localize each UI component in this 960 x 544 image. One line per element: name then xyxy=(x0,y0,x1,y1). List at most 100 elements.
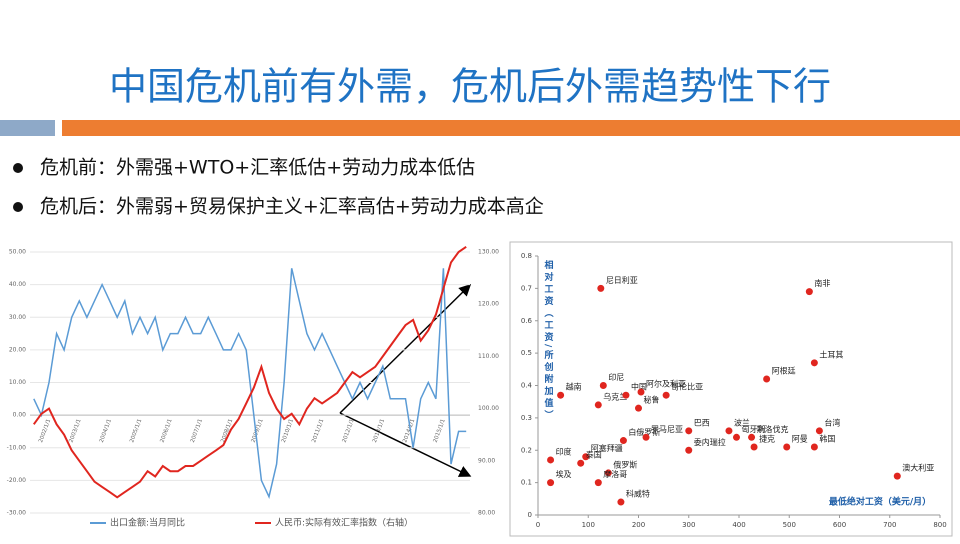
scatter-point xyxy=(597,284,605,292)
x-tick-label: 300 xyxy=(682,521,695,529)
x-tick-label: 2002/1/1 xyxy=(38,418,52,443)
scatter-point xyxy=(725,427,733,435)
trend-arrow xyxy=(339,412,472,477)
x-tick-label: 2012/1/1 xyxy=(342,418,356,443)
x-tick-label: 2009/1/1 xyxy=(251,418,265,443)
y-tick-label: 50.00 xyxy=(9,249,26,256)
x-tick-label: 400 xyxy=(732,521,745,529)
scatter-point xyxy=(594,479,602,487)
x-tick-label: 800 xyxy=(933,521,946,529)
scatter-point xyxy=(557,391,565,399)
y-tick-label: 0.00 xyxy=(13,412,27,419)
point-label: 中国 xyxy=(631,382,647,392)
y-tick-label: -10.00 xyxy=(7,444,27,451)
y2-tick-label: 100.00 xyxy=(478,405,499,412)
y2-tick-label: 90.00 xyxy=(478,457,495,464)
point-label: 尼日利亚 xyxy=(606,275,638,285)
y-tick-label: 0.1 xyxy=(521,479,532,487)
scatter-point xyxy=(805,288,813,296)
series-line xyxy=(32,245,467,499)
point-label: 韩国 xyxy=(819,434,835,444)
scatter-point xyxy=(732,433,740,441)
point-label: 南非 xyxy=(814,278,830,288)
x-tick-label: 2015/1/1 xyxy=(433,418,447,443)
x-axis-label: 最低绝对工资（美元/月） xyxy=(829,496,931,508)
legend-label: 人民币:实际有效汇率指数（右轴） xyxy=(275,517,413,529)
scatter-point xyxy=(635,404,642,412)
scatter-point xyxy=(577,459,585,467)
scatter-point xyxy=(810,443,818,451)
point-label: 澳大利亚 xyxy=(902,463,934,473)
y-tick-label: 0.6 xyxy=(521,317,533,325)
y-tick-label: 0.4 xyxy=(521,382,533,390)
y2-tick-label: 110.00 xyxy=(478,353,499,360)
scatter-point xyxy=(619,437,627,445)
scatter-frame xyxy=(509,241,953,537)
scatter-point xyxy=(763,375,771,383)
y-tick-label: 20.00 xyxy=(9,346,26,353)
point-label: 摩洛哥 xyxy=(603,469,627,479)
x-tick-label: 200 xyxy=(632,521,645,529)
bullet-dot xyxy=(13,163,23,173)
scatter-point xyxy=(582,453,590,461)
point-label: 阿尔及利亚 xyxy=(646,378,686,388)
y-tick-label: 30.00 xyxy=(9,314,26,321)
point-label: 白俄罗斯 xyxy=(628,427,660,437)
x-tick-label: 2007/1/1 xyxy=(190,418,204,443)
point-label: 哥伦比亚 xyxy=(671,382,703,392)
x-tick-label: 2013/1/1 xyxy=(372,418,386,443)
scatter-point xyxy=(594,401,602,409)
scatter-point xyxy=(604,469,612,477)
bullet-text: 危机后：外需弱+贸易保护主义+汇率高估+劳动力成本高企 xyxy=(40,196,544,218)
y2-tick-label: 80.00 xyxy=(478,510,495,517)
y-tick-label: 40.00 xyxy=(9,281,26,288)
x-tick-label: 2005/1/1 xyxy=(129,418,143,443)
point-label: 埃及 xyxy=(556,469,572,479)
scatter-point xyxy=(622,391,630,399)
scatter-point xyxy=(642,433,650,441)
y-tick-label: 0.7 xyxy=(521,284,532,292)
bullet-dot xyxy=(13,202,23,212)
y-tick-label: -20.00 xyxy=(7,477,27,484)
point-label: 匈牙利 xyxy=(741,424,765,434)
scatter-point xyxy=(662,391,670,399)
scatter-point xyxy=(783,443,791,451)
y-tick-label: 0.5 xyxy=(521,349,532,357)
y-tick-label: 0 xyxy=(528,511,532,519)
point-label: 科威特 xyxy=(626,489,650,499)
point-label: 波兰 xyxy=(734,417,750,427)
point-label: 台湾 xyxy=(824,417,840,427)
y-axis-label: 相对工资（工资/所创附加值） xyxy=(543,259,555,422)
x-tick-label: 600 xyxy=(833,521,846,529)
slide-title: 中国危机前有外需，危机后外需趋势性下行 xyxy=(109,65,831,109)
trend-arrow xyxy=(339,283,472,414)
title-bar-left xyxy=(0,120,55,136)
x-tick-label: 700 xyxy=(883,521,896,529)
x-tick-label: 2003/1/1 xyxy=(69,418,83,443)
point-label: 泰国 xyxy=(586,450,602,460)
point-label: 乌克兰 xyxy=(603,391,627,401)
x-tick-label: 2010/1/1 xyxy=(281,418,295,443)
y2-tick-label: 120.00 xyxy=(478,301,499,308)
scatter-point xyxy=(547,456,555,464)
x-tick-label: 100 xyxy=(582,521,595,529)
x-tick-label: 2011/1/1 xyxy=(311,418,325,443)
point-label: 阿塞拜疆 xyxy=(591,443,623,453)
series-line xyxy=(33,268,467,499)
point-label: 罗马尼亚 xyxy=(651,425,683,434)
y-tick-label: -30.00 xyxy=(7,510,27,517)
x-tick-label: 500 xyxy=(783,521,796,529)
scatter-point xyxy=(750,443,758,451)
scatter-point xyxy=(893,472,901,480)
title-bar-right xyxy=(62,120,960,136)
scatter-point xyxy=(617,498,625,506)
point-label: 土耳其 xyxy=(819,349,843,359)
scatter-point xyxy=(810,359,818,367)
point-label: 阿根廷 xyxy=(772,366,796,376)
y-tick-label: 0.8 xyxy=(521,252,532,260)
point-label: 秘鲁 xyxy=(644,395,660,405)
point-label: 斯洛伐克 xyxy=(757,424,789,434)
scatter-point xyxy=(637,388,645,396)
legend-label: 出口金额:当月同比 xyxy=(110,517,185,529)
